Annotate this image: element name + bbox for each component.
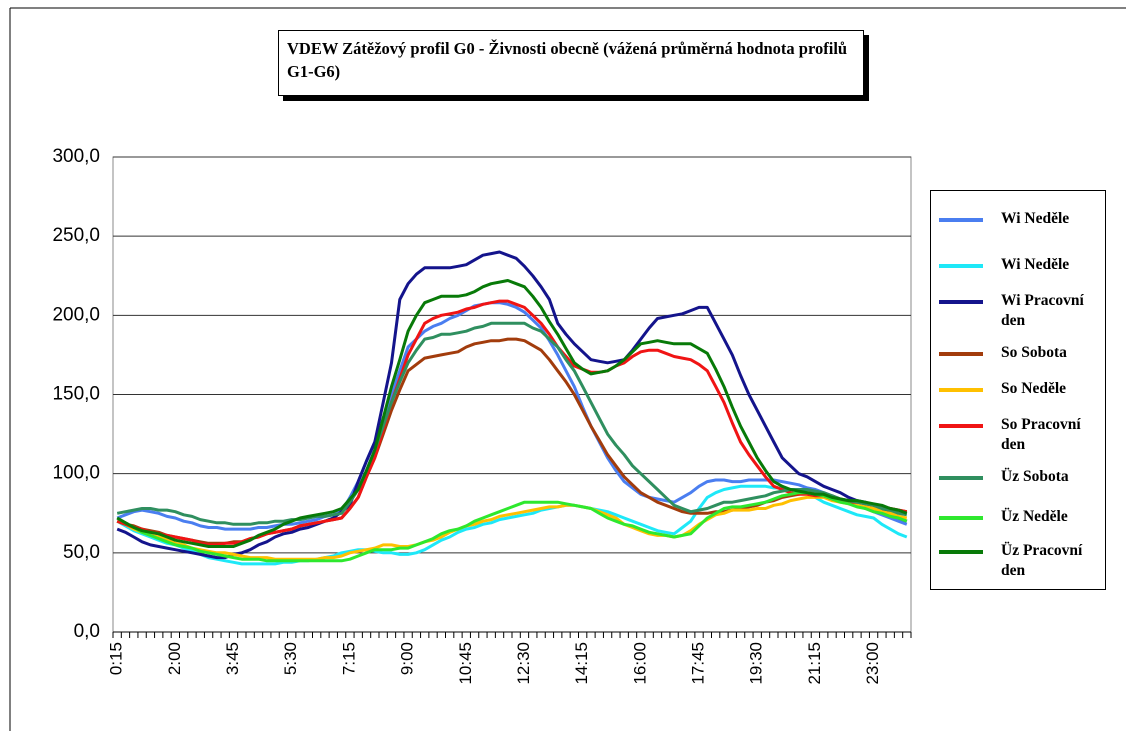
y-tick-label: 50,0 [63,542,100,563]
legend-swatch [939,352,983,356]
y-tick-label: 0,0 [74,621,100,642]
chart-title: VDEW Zátěžový profil G0 - Živnosti obecn… [278,30,864,96]
series-line [116,250,908,560]
legend-swatch [939,516,983,520]
x-tick-label: 19:30 [747,642,766,685]
legend-swatch [939,476,983,480]
legend-label: Üz Pracovní den [1001,542,1083,579]
y-tick-label: 100,0 [52,463,100,484]
legend-label: Wi Neděle [1001,210,1070,227]
legend-swatch [939,424,983,428]
y-tick-label: 150,0 [52,384,100,405]
legend-label: Wi Pracovní den [1001,292,1084,329]
legend-label: Üz Neděle [1001,508,1068,525]
y-tick-label: 250,0 [52,225,100,246]
legend-swatch [939,550,983,554]
y-tick-label: 200,0 [52,304,100,325]
series-line [116,279,908,548]
x-tick-label: 9:00 [398,642,417,675]
series-line [116,491,908,563]
x-tick-label: 0:15 [107,642,126,675]
series-line [116,321,908,526]
legend-label: So Sobota [1001,344,1067,361]
x-tick-label: 23:00 [863,642,882,685]
series-line [116,301,908,531]
x-tick-label: 2:00 [165,642,184,675]
legend-swatch [939,218,983,222]
series-line [116,495,908,561]
x-tick-label: 14:15 [572,642,591,685]
legend-swatch [939,264,983,268]
legend-swatch [939,388,983,392]
legend-swatch [939,300,983,304]
x-tick-label: 16:00 [630,642,649,685]
x-tick-label: 3:45 [223,642,242,675]
legend-label: Üz Sobota [1001,468,1069,485]
x-tick-label: 10:45 [456,642,475,685]
x-tick-label: 12:30 [514,642,533,685]
legend-label: Wi Neděle [1001,256,1070,273]
legend-label: So Neděle [1001,380,1067,397]
y-tick-label: 300,0 [52,146,100,167]
legend-label: So Pracovní den [1001,416,1081,453]
legend: Wi Neděle Wi Neděle Wi Pracovní den So Sobo… [930,190,1106,590]
x-tick-label: 7:15 [339,642,358,675]
x-tick-label: 5:30 [281,642,300,675]
x-tick-label: 21:15 [805,642,824,685]
x-tick-label: 17:45 [689,642,708,685]
